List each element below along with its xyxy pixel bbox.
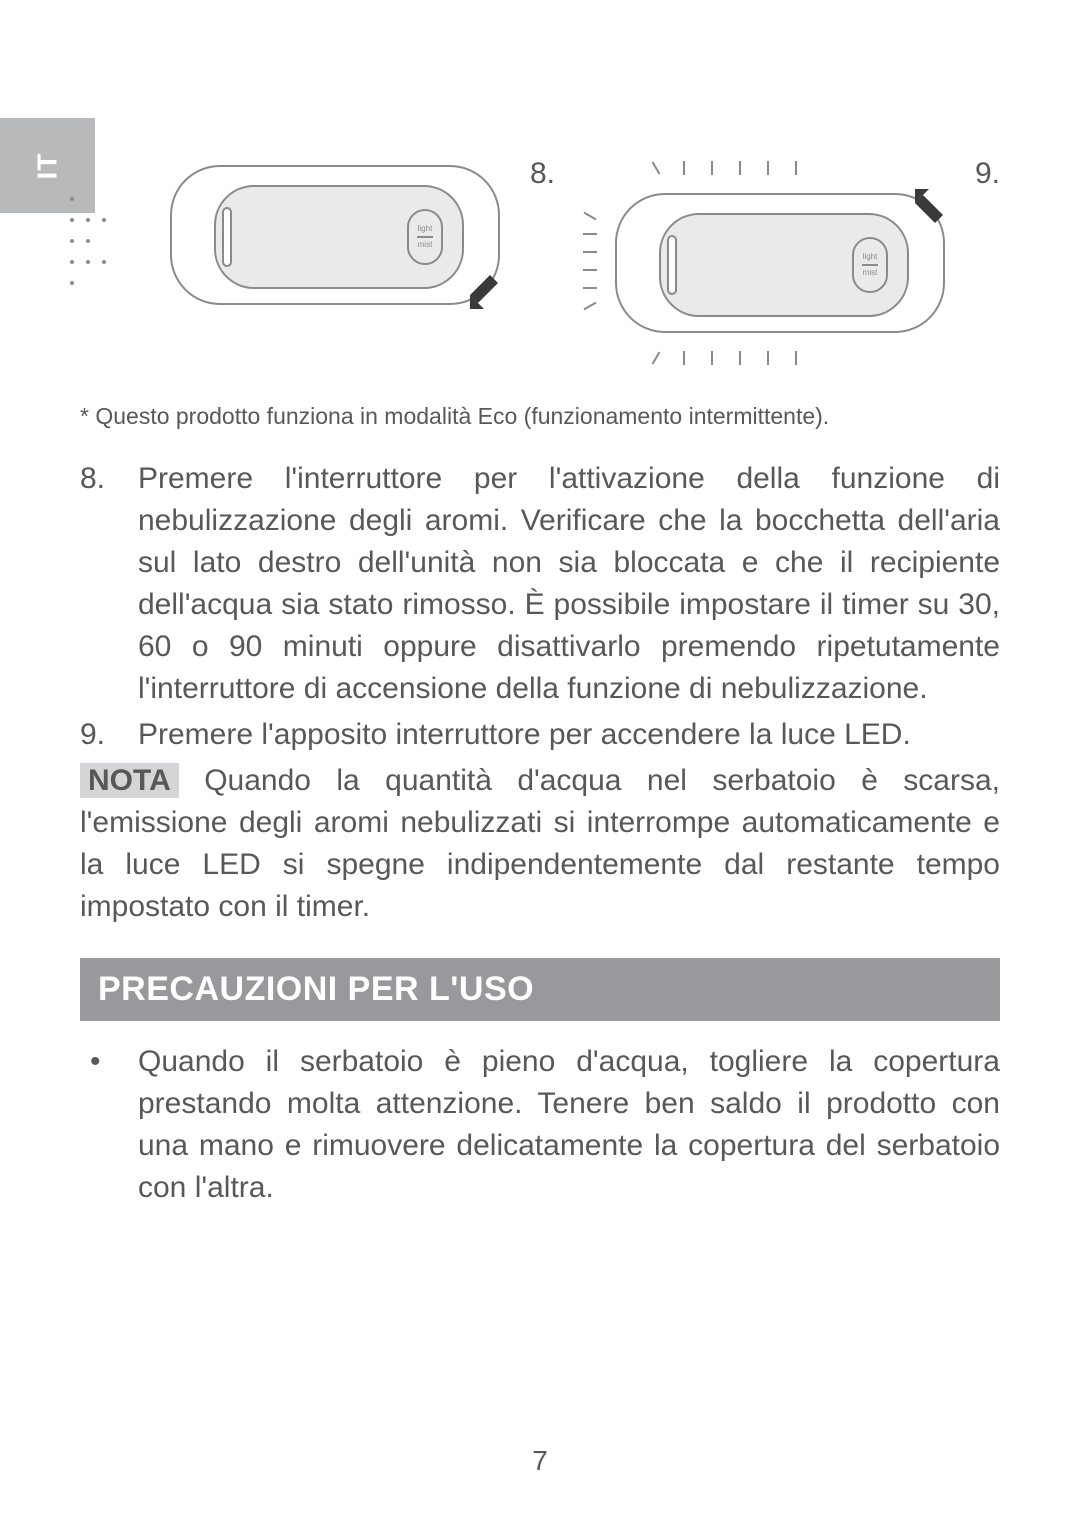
btn-label-top: light <box>863 252 878 262</box>
footnote: * Questo prodotto funziona in modalità E… <box>80 403 1000 430</box>
list-item: 8. Premere l'interruttore per l'attivazi… <box>80 458 1000 710</box>
btn-label-top: light <box>418 224 433 234</box>
device-button: light mist <box>852 237 888 293</box>
figure-8: light mist <box>120 165 500 305</box>
list-item: 9. Premere l'apposito interruttore per a… <box>80 714 1000 756</box>
device-diagram: light mist <box>615 193 945 333</box>
device-vent <box>667 235 677 295</box>
list-number: 8. <box>80 458 138 710</box>
device-vent <box>222 207 232 267</box>
page-number: 7 <box>0 1445 1080 1477</box>
figures-row: light mist 8. <box>120 165 1000 361</box>
note-label: NOTA <box>80 763 179 798</box>
light-rays-top-icon <box>655 161 797 175</box>
mist-dots-icon <box>70 197 106 285</box>
instruction-list: 8. Premere l'interruttore per l'attivazi… <box>80 458 1000 756</box>
press-arrow-icon <box>470 275 504 309</box>
section-heading: PRECAUZIONI PER L'USO <box>80 958 1000 1021</box>
btn-label-bottom: mist <box>863 268 878 278</box>
bullet-text: Quando il serbatoio è pieno d'acqua, tog… <box>138 1041 1000 1209</box>
press-arrow-icon <box>915 189 949 223</box>
list-number: 9. <box>80 714 138 756</box>
device-diagram: light mist <box>170 165 500 305</box>
language-label: IT <box>31 152 63 179</box>
light-rays-bottom-icon <box>655 351 797 365</box>
figure-9-label: 9. <box>975 157 1000 191</box>
note-block: NOTA Quando la quantità d'acqua nel serb… <box>80 760 1000 928</box>
list-text: Premere l'interruttore per l'attivazione… <box>138 458 1000 710</box>
figure-8-label: 8. <box>530 157 555 191</box>
light-rays-left-icon <box>583 215 597 307</box>
list-text: Premere l'apposito interruttore per acce… <box>138 714 1000 756</box>
figure-9: light mist <box>585 165 945 361</box>
note-text: Quando la quantità d'acqua nel serbatoio… <box>80 764 1000 923</box>
bullet-marker: • <box>80 1041 138 1209</box>
btn-label-bottom: mist <box>418 240 433 250</box>
page: IT light mist <box>0 0 1080 1527</box>
device-button: light mist <box>407 209 443 265</box>
bullet-item: • Quando il serbatoio è pieno d'acqua, t… <box>80 1041 1000 1209</box>
